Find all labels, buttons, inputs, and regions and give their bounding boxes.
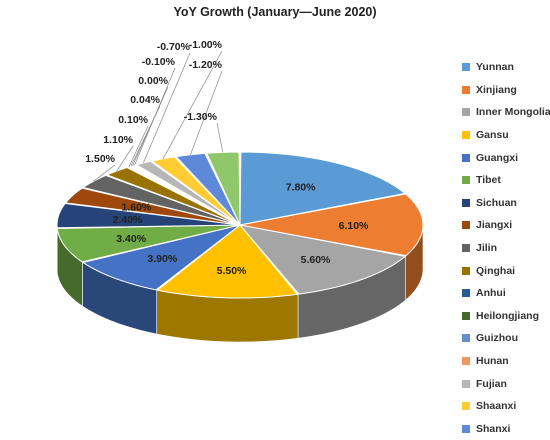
legend-swatch (462, 425, 470, 433)
legend-item: Yunnan (462, 56, 550, 79)
legend-item: Inner Mongolia (462, 101, 550, 124)
legend-item: Shanxi (462, 418, 550, 440)
legend-swatch (462, 131, 470, 139)
legend-label: Xinjiang (476, 84, 517, 96)
legend-item: Heilongjiang (462, 305, 550, 328)
legend-label: Jilin (476, 242, 497, 254)
data-label: 7.80% (286, 182, 316, 194)
legend-swatch (462, 86, 470, 94)
leader-line (129, 126, 148, 167)
data-label: 6.10% (339, 220, 369, 232)
data-label: -1.30% (184, 111, 218, 123)
legend-label: Yunnan (476, 61, 514, 73)
data-label: -0.70% (157, 41, 191, 53)
legend-swatch (462, 289, 470, 297)
leader-line (143, 53, 190, 163)
legend-swatch (462, 63, 470, 71)
legend-item: Jilin (462, 237, 550, 260)
legend-label: Shanxi (476, 423, 510, 435)
legend-swatch (462, 357, 470, 365)
legend-item: Gansu (462, 124, 550, 147)
data-label: 3.90% (147, 253, 177, 265)
legend-item: Xinjiang (462, 79, 550, 102)
legend-item: Sichuan (462, 192, 550, 215)
legend-swatch (462, 334, 470, 342)
legend-item: Hunan (462, 350, 550, 373)
data-label: 0.04% (130, 94, 160, 106)
legend-label: Fujian (476, 378, 507, 390)
data-label: -1.00% (189, 39, 223, 51)
legend-swatch (462, 244, 470, 252)
legend-label: Heilongjiang (476, 310, 539, 322)
legend-swatch (462, 380, 470, 388)
legend-label: Jiangxi (476, 219, 512, 231)
legend-item: Fujian (462, 372, 550, 395)
legend-label: Inner Mongolia (476, 106, 550, 118)
legend-label: Qinghai (476, 265, 515, 277)
legend-swatch (462, 199, 470, 207)
legend-item: Qinghai (462, 259, 550, 282)
legend-swatch (462, 176, 470, 184)
data-label: 3.40% (116, 233, 146, 245)
legend-item: Shaanxi (462, 395, 550, 418)
data-label: 1.10% (103, 134, 133, 146)
data-label: 0.10% (118, 114, 148, 126)
legend-item: Guangxi (462, 146, 550, 169)
legend-label: Hunan (476, 355, 509, 367)
legend-swatch (462, 267, 470, 275)
legend-swatch (462, 154, 470, 162)
data-label: 5.50% (217, 265, 247, 277)
data-label: -1.20% (189, 59, 223, 71)
legend-swatch (462, 108, 470, 116)
legend-label: Shaanxi (476, 400, 516, 412)
legend-swatch (462, 221, 470, 229)
legend-label: Guizhou (476, 332, 518, 344)
data-label: 1.50% (85, 153, 115, 165)
data-label: 5.60% (301, 254, 331, 266)
legend-label: Tibet (476, 174, 501, 186)
data-label: 0.00% (138, 75, 168, 87)
legend-swatch (462, 402, 470, 410)
data-label: 2.40% (113, 214, 143, 226)
legend-item: Tibet (462, 169, 550, 192)
legend-label: Sichuan (476, 197, 517, 209)
legend-item: Guizhou (462, 327, 550, 350)
legend-swatch (462, 312, 470, 320)
chart-legend: Yunnan Xinjiang Inner Mongolia Gansu Guangxi… (462, 56, 550, 440)
legend-label: Anhui (476, 287, 506, 299)
data-label: -0.10% (142, 56, 176, 68)
legend-item: Anhui (462, 282, 550, 305)
legend-label: Guangxi (476, 152, 518, 164)
legend-item: Jiangxi (462, 214, 550, 237)
legend-label: Gansu (476, 129, 509, 141)
data-label: 1.60% (122, 202, 152, 214)
leader-line (217, 123, 223, 152)
